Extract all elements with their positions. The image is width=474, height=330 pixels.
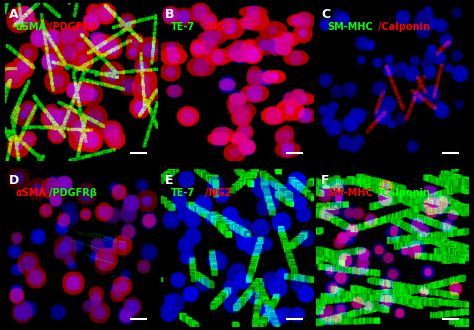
Text: TE-7: TE-7 <box>171 188 195 198</box>
Text: αSMA: αSMA <box>16 22 46 32</box>
Text: B: B <box>165 8 175 21</box>
Text: SM-MHC: SM-MHC <box>327 188 373 198</box>
Text: /PDGFRβ: /PDGFRβ <box>49 188 97 198</box>
Text: SM-MHC: SM-MHC <box>327 22 373 32</box>
Text: /PDGFRβ: /PDGFRβ <box>49 22 97 32</box>
Text: E: E <box>165 174 173 187</box>
Text: αSMA: αSMA <box>16 188 46 198</box>
Text: /Calponin: /Calponin <box>378 188 429 198</box>
Text: F: F <box>321 174 329 187</box>
Text: /NG2: /NG2 <box>205 22 231 32</box>
Text: D: D <box>9 174 19 187</box>
Text: /NG2: /NG2 <box>205 188 231 198</box>
Text: A: A <box>9 8 19 21</box>
Text: TE-7: TE-7 <box>171 22 195 32</box>
Text: /Calponin: /Calponin <box>378 22 429 32</box>
Text: C: C <box>321 8 330 21</box>
